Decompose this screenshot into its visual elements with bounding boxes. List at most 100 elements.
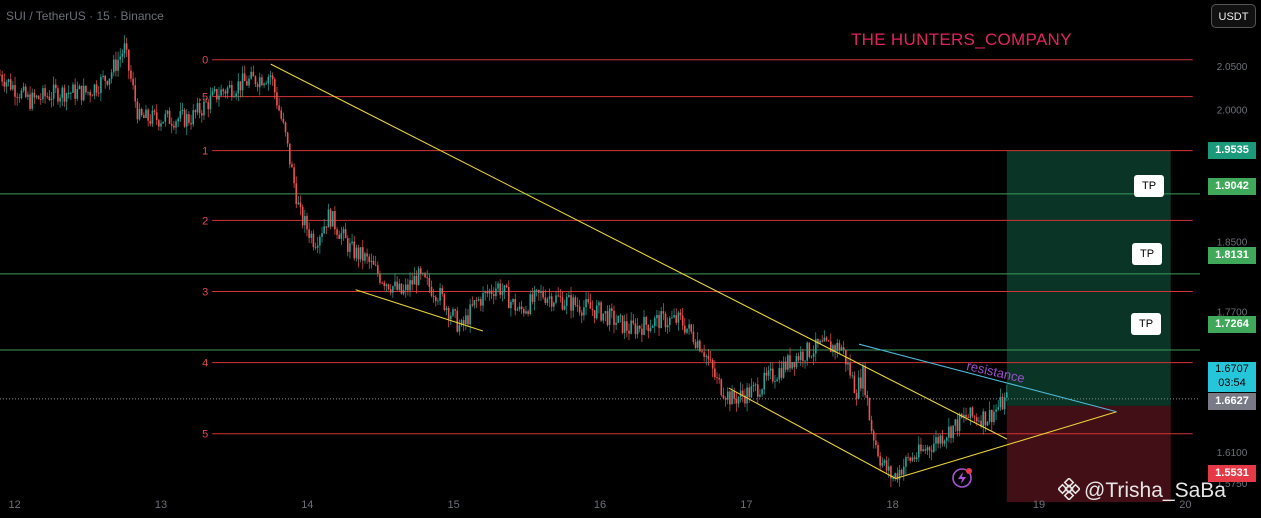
candle-body [37,95,40,100]
candle-body [795,356,798,368]
candle-body [956,419,959,432]
candle-body [33,92,36,98]
candle-body [651,326,654,328]
candle-body [626,321,628,331]
candle-body [656,314,658,319]
candle-body [130,70,132,79]
candle-body [986,421,989,426]
candle-body [982,411,985,427]
candle-body [772,368,774,382]
candle-body [668,317,671,326]
candle-body [746,387,748,404]
candle-body [971,407,974,417]
candle-body [50,98,53,101]
candle-body [213,89,216,92]
candle-body [372,260,375,265]
candle-body [304,215,306,226]
candle-body [445,308,448,310]
candle-body [471,304,474,306]
candle-body [866,395,869,399]
candle-body [398,283,401,290]
candle-body [750,386,753,398]
candle-body [273,79,276,93]
candle-body [261,77,263,86]
tp-badge-1[interactable]: TP [1134,175,1164,197]
candle-body [419,268,422,274]
candle-body [235,93,237,96]
candle-body [997,407,1000,410]
candle-body [147,109,149,121]
candle-body [106,80,109,85]
candle-body [336,229,338,235]
candle-body [523,309,525,314]
candle-body [741,390,744,396]
candle-body [525,311,527,314]
candle-body [57,88,59,102]
candle-body [389,289,392,293]
candle-body [853,375,856,394]
candle-body [688,324,690,329]
candle-body [140,109,143,116]
candle-body [321,233,323,237]
candle-body [110,72,113,79]
candle-body [490,290,493,295]
candle-body [920,444,922,452]
candle-body [316,245,319,248]
candle-body [909,457,912,461]
candle-body [112,59,115,73]
candle-body [922,449,924,452]
candle-body [220,89,222,96]
candle-body [200,113,203,116]
candle-body [100,77,102,93]
flash-icon[interactable] [951,467,973,489]
candle-body [379,273,381,283]
candle-body [557,295,559,297]
candle-body [480,299,482,306]
candle-body [465,315,467,325]
candle-body [969,407,972,418]
candle-body [295,183,298,205]
candle-body [276,92,278,106]
candle-body [759,394,761,397]
candle-body [568,295,570,298]
candle-body [692,331,695,343]
candle-body [422,273,424,274]
x-tick-7: 19 [1033,499,1045,511]
candle-body [237,81,240,94]
candle-body [611,308,613,311]
currency-button[interactable]: USDT [1211,4,1256,28]
candle-body [965,414,967,418]
fib-label-3: 2 [202,215,208,227]
candle-body [168,110,171,124]
x-tick-5: 17 [740,499,752,511]
candle-body [183,109,186,127]
candle-body [31,92,34,109]
tp-badge-3[interactable]: TP [1131,313,1161,335]
candle-body [514,299,517,311]
candle-body [608,308,611,325]
candle-body [222,89,225,92]
candle-body [63,87,66,102]
candle-body [518,306,521,310]
candle-body [849,362,851,376]
candle-body [954,419,957,426]
tp-badge-2[interactable]: TP [1132,243,1162,265]
candle-body [851,375,854,377]
candle-body [1003,397,1006,410]
candle-body [488,290,491,294]
watermark: @Trisha_SaBa [1058,478,1226,503]
candle-body [359,247,362,260]
candle-body [705,355,708,357]
candle-body [492,294,495,297]
candle-body [550,296,553,307]
y-tick-2: 2.0000 [1217,106,1248,117]
candle-body [385,284,388,287]
candle-body [447,308,450,320]
candle-body [658,314,660,329]
candle-body [16,96,18,98]
candle-body [512,299,514,302]
candle-body [928,447,931,451]
candle-body [711,359,714,369]
candle-body [5,82,8,87]
